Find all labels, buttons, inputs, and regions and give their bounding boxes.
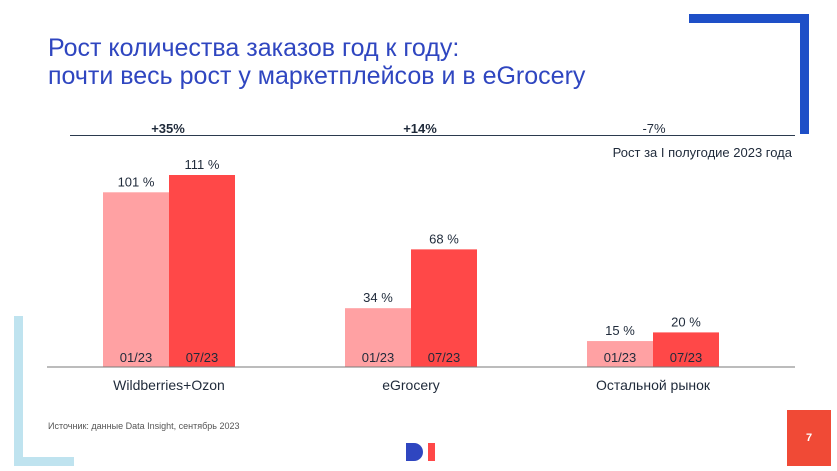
source-note: Источник: данные Data Insight, сентябрь …: [48, 421, 240, 431]
bar-value-label: 68 %: [429, 231, 459, 246]
page-number: 7: [787, 410, 831, 466]
slide-title-line-2: почти весь рост у маркетплейсов и в eGro…: [48, 62, 586, 90]
chart-subtitle: Рост за I полугодие 2023 года: [612, 145, 792, 160]
bar-series-label: 07/23: [670, 350, 703, 365]
bar-series-label: 01/23: [120, 350, 153, 365]
bar-series-label: 01/23: [604, 350, 637, 365]
bar-value-label: 101 %: [118, 174, 155, 189]
bar-0-1: [169, 175, 235, 367]
bar-0-0: [103, 192, 169, 367]
category-label: Остальной рынок: [596, 377, 711, 393]
bar-series-label: 07/23: [428, 350, 461, 365]
growth-label-egrocery: +14%: [403, 121, 437, 136]
corner-decoration-top-right: [689, 14, 809, 134]
bar-value-label: 15 %: [605, 323, 635, 338]
slide-title: Рост количества заказов год к году: почт…: [48, 34, 585, 90]
data-insight-logo-icon: [406, 443, 435, 461]
bar-2-1: [653, 332, 719, 367]
category-label: eGrocery: [382, 377, 440, 393]
bar-1-1: [411, 249, 477, 367]
growth-label-other-market: -7%: [642, 121, 666, 136]
category-label: Wildberries+Ozon: [113, 377, 225, 393]
growth-divider-line: [70, 135, 795, 136]
bar-2-0: [587, 341, 653, 367]
bar-value-label: 111 %: [185, 157, 220, 172]
bar-1-0: [345, 308, 411, 367]
bar-series-label: 01/23: [362, 350, 395, 365]
slide-title-line-1: Рост количества заказов год к году:: [48, 34, 460, 62]
bar-series-label: 07/23: [186, 350, 219, 365]
corner-decoration-bottom-left: [14, 316, 74, 466]
bar-value-label: 34 %: [363, 290, 393, 305]
growth-label-wildberries-ozon: +35%: [151, 121, 185, 136]
bar-value-label: 20 %: [671, 314, 701, 329]
